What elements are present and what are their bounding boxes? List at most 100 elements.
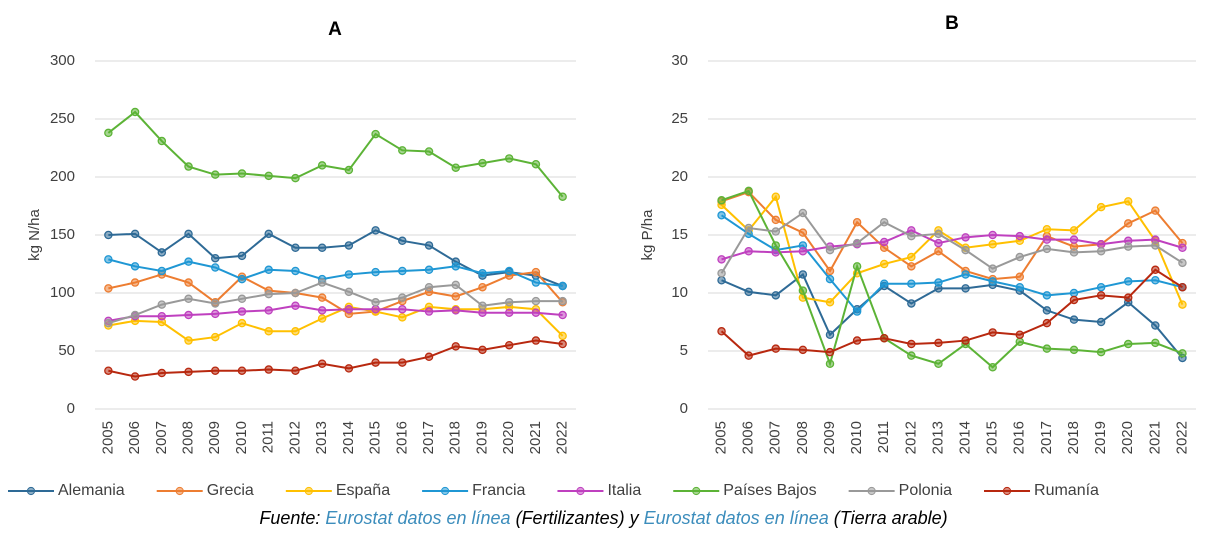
point [907,351,916,360]
point [371,267,380,277]
point [852,336,862,345]
x-tick-label: 2017 [1038,421,1055,454]
point [531,336,541,345]
point [451,163,460,172]
point [478,301,487,311]
point [398,146,407,155]
x-tick-label: 2021 [1146,421,1163,454]
point [1151,265,1160,275]
point [344,165,354,175]
point [504,298,514,307]
legend-label: Países Bajos [723,482,816,499]
source-link[interactable]: Eurostat datos en línea [325,508,511,528]
point [988,230,997,240]
y-axis-label: kg N/ha [26,208,43,260]
point [371,298,380,307]
point [317,278,327,287]
point [451,262,460,271]
point [264,289,273,299]
point [451,342,460,351]
x-tick-label: 2017 [420,421,437,454]
point [558,310,567,320]
point [210,309,220,319]
y-tick-label: 30 [671,52,688,69]
series-line [108,281,563,325]
point [1069,345,1079,355]
source-link[interactable]: Eurostat datos en línea [643,508,829,528]
point [558,296,567,306]
point [130,107,140,117]
point [398,358,407,367]
point [1069,315,1079,324]
point [104,255,113,264]
series-line [108,271,564,315]
point [264,306,273,315]
point [852,262,862,271]
point [184,367,193,377]
x-tick-label: 2020 [500,421,517,454]
point [344,364,354,373]
point [317,293,327,302]
series-line [108,229,564,287]
point [237,318,247,328]
point [717,211,726,220]
point [1123,219,1133,228]
x-tick-label: 2007 [767,421,784,454]
point [317,359,327,369]
point [1096,291,1106,300]
legend-marker [692,486,701,496]
point [291,366,300,375]
point [424,241,434,250]
point [1042,224,1052,234]
point [317,161,327,170]
point [130,229,140,239]
point [184,336,193,345]
series-line [721,189,1183,369]
point [478,345,487,355]
y-tick-label: 200 [50,168,75,185]
point [1151,241,1160,250]
legend-label: Rumanía [1034,482,1099,499]
x-tick-label: 2020 [1119,421,1136,454]
point [264,229,273,239]
x-tick-label: 2010 [233,421,250,454]
point [1123,339,1133,349]
x-tick-label: 2015 [984,421,1001,454]
point [398,293,407,302]
point [771,227,781,236]
x-tick-label: 2009 [206,421,223,454]
point [157,248,167,257]
y-tick-label: 5 [680,342,688,359]
legend-marker [175,486,184,496]
legend-marker [576,486,585,496]
point [104,284,113,293]
point [798,270,808,279]
series-line [107,110,564,198]
point [1151,206,1160,215]
point [1015,337,1025,346]
legend-marker [304,486,313,496]
point [451,280,460,290]
x-tick-label: 2016 [1011,421,1028,454]
legend-label: Grecia [207,482,254,499]
legend-label: España [336,482,390,499]
series-line [108,258,563,288]
point [1069,248,1079,257]
point [879,333,889,343]
point [825,245,835,255]
point [1123,277,1133,286]
point [1042,291,1052,300]
point [1069,288,1079,298]
point [531,308,541,317]
point [907,279,916,288]
x-tick-label: 2007 [153,421,170,454]
point [104,318,113,328]
series-line [721,272,1184,359]
source-text: Fuente: [259,508,321,528]
point [1042,235,1052,244]
series-line [108,305,564,342]
point [210,263,220,272]
point [1042,318,1052,328]
point [424,282,434,292]
point [798,228,808,237]
